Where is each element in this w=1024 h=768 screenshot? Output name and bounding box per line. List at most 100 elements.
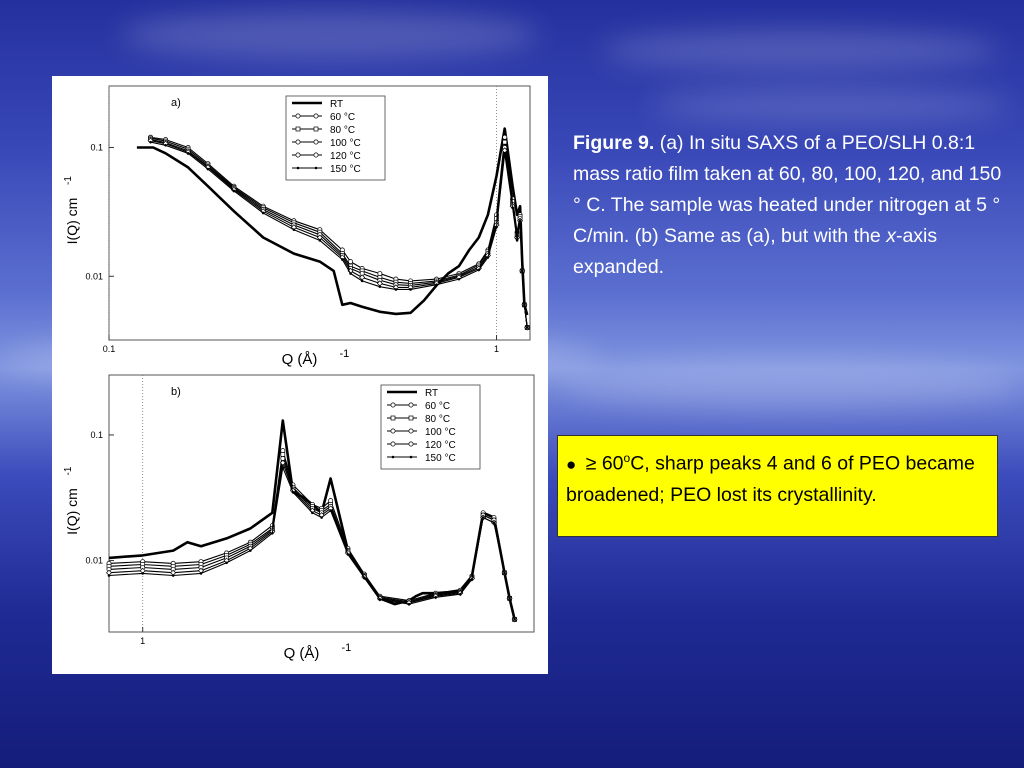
data-point	[495, 225, 498, 229]
background-cloud	[560, 360, 1020, 410]
data-point	[481, 516, 485, 519]
data-point	[346, 553, 350, 556]
data-point	[206, 167, 210, 171]
legend-marker	[314, 166, 318, 170]
caption-text-2: -axis expanded.	[573, 225, 938, 278]
data-point	[458, 592, 462, 596]
background-cloud	[650, 90, 1010, 120]
data-point	[457, 277, 461, 281]
legend-label: 60 °C	[330, 112, 355, 123]
data-point	[279, 459, 286, 466]
data-point	[378, 598, 382, 601]
legend-marker	[408, 402, 414, 408]
data-point	[141, 572, 144, 575]
legend-marker	[408, 428, 414, 434]
note-prefix: ≥ 60	[585, 452, 624, 475]
data-point	[280, 452, 286, 457]
y-tick-label: 0.1	[90, 430, 103, 440]
y-axis-label-group: I(Q) cm -1	[63, 176, 80, 245]
legend-box	[380, 384, 481, 470]
data-point	[107, 574, 111, 577]
x-axis-label: Q (Å)	[284, 645, 320, 662]
legend-marker	[390, 441, 396, 447]
data-point	[149, 140, 152, 144]
data-point	[520, 269, 524, 273]
legend-label: 150 °C	[425, 453, 456, 464]
legend-marker	[295, 113, 301, 119]
legend-label: 120 °C	[330, 151, 361, 162]
data-point	[492, 521, 496, 525]
note-degree: o	[623, 451, 631, 465]
data-point	[363, 576, 366, 580]
data-point	[502, 139, 508, 145]
data-point	[508, 597, 511, 600]
legend-label: RT	[425, 388, 438, 399]
data-point	[435, 283, 438, 286]
data-point	[359, 274, 366, 281]
data-point	[232, 189, 236, 193]
data-point	[377, 271, 383, 276]
background-cloud	[600, 30, 1000, 70]
highlight-note: ● ≥ 60oC, sharp peaks 4 and 6 of PEO bec…	[557, 435, 998, 537]
y-axis-label: I(Q) cm	[64, 198, 80, 245]
data-point	[434, 596, 437, 599]
data-point	[378, 285, 382, 288]
data-point	[318, 239, 322, 242]
y-axis-label-group: I(Q) cm -1	[63, 466, 80, 535]
data-point	[164, 143, 167, 147]
series-line	[136, 127, 529, 316]
data-point	[248, 549, 252, 552]
y-axis-label-exponent: -1	[63, 176, 74, 185]
data-point	[518, 219, 522, 222]
data-point	[271, 531, 274, 535]
legend-label: 60 °C	[425, 401, 450, 412]
data-point	[171, 574, 175, 577]
data-point	[341, 258, 344, 261]
legend-label: 80 °C	[425, 414, 450, 425]
data-point	[349, 272, 352, 275]
legend-marker	[313, 126, 319, 132]
legend-label: 120 °C	[425, 440, 456, 451]
caption-x-italic: x	[886, 225, 896, 247]
data-point	[186, 152, 190, 155]
legend-marker	[409, 455, 413, 459]
data-point	[360, 279, 364, 283]
legend-marker	[295, 152, 301, 158]
legend-marker	[295, 139, 301, 145]
x-tick-label: 1	[494, 344, 499, 354]
panel-label: a)	[171, 97, 181, 109]
data-point	[513, 618, 516, 621]
legend-label: RT	[330, 99, 343, 110]
data-point	[320, 516, 323, 519]
legend-box	[285, 95, 386, 181]
data-point	[291, 490, 295, 494]
legend-marker	[313, 152, 319, 158]
data-point	[199, 572, 203, 575]
legend-marker	[390, 402, 396, 408]
data-point	[503, 152, 507, 155]
y-axis-label: I(Q) cm	[64, 488, 80, 535]
legend-marker	[296, 166, 300, 170]
data-point	[261, 211, 265, 215]
figure-panel: 0.1 0.01 0.1 1 a) Q (Å) -1 I(Q) cm -1 RT 60 °C 80 °…	[52, 76, 548, 674]
y-tick-label: 0.1	[90, 142, 103, 152]
note-text: C, sharp peaks 4 and 6 of PEO became bro…	[566, 452, 975, 506]
data-point	[281, 466, 285, 469]
data-point	[225, 561, 228, 565]
legend-marker	[313, 139, 319, 145]
legend-label: 100 °C	[425, 427, 456, 438]
legend-marker	[313, 113, 319, 119]
panel-label: b)	[171, 386, 181, 398]
legend-marker	[390, 415, 396, 421]
data-point	[329, 509, 332, 512]
y-axis-label-exponent: -1	[63, 466, 74, 475]
y-tick-label: 0.01	[85, 556, 103, 566]
data-point	[477, 268, 481, 272]
y-tick-label: 0.01	[85, 271, 103, 281]
series-line	[108, 462, 516, 620]
x-axis-label-exponent: -1	[342, 642, 352, 654]
legend-label: 150 °C	[330, 164, 361, 175]
legend-marker	[390, 428, 396, 434]
data-point	[486, 256, 490, 259]
x-axis-label: Q (Å)	[282, 351, 318, 368]
